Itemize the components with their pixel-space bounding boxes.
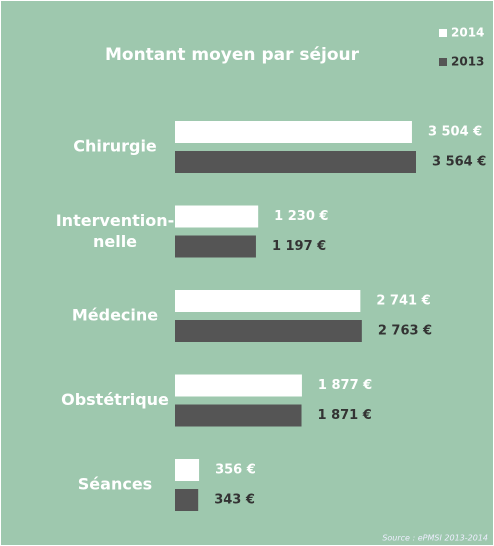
bar: [175, 374, 302, 397]
legend-swatch: [439, 58, 447, 66]
value-label: 3 504 €: [428, 125, 482, 140]
bar: [175, 121, 412, 143]
bar: [175, 205, 259, 228]
value-label: 3 564 €: [432, 155, 486, 170]
category-label: Obstétrique: [61, 390, 169, 409]
bar: [175, 320, 362, 342]
category-label: Chirurgie: [73, 137, 157, 156]
value-label: 1 877 €: [318, 378, 372, 393]
bar: [175, 459, 200, 481]
value-label: 1 230 €: [274, 209, 328, 224]
legend-swatch: [439, 29, 447, 37]
value-label: 343 €: [214, 493, 255, 508]
value-label: 356 €: [215, 463, 256, 478]
source: Source : ePMSI 2013-2014: [382, 534, 488, 543]
bar: [175, 404, 302, 427]
value-label: 2 741 €: [376, 294, 430, 309]
category-label: Médecine: [72, 306, 158, 325]
category-label: Intervention-nelle: [56, 211, 175, 251]
category-label: Séances: [78, 475, 152, 494]
legend-label: 2013: [451, 55, 484, 69]
legend-label: 2014: [451, 26, 484, 40]
bar: [175, 235, 256, 258]
value-label: 1 197 €: [272, 239, 326, 254]
bar: [175, 290, 361, 312]
bar: [175, 489, 199, 511]
chart-title: Montant moyen par séjour: [105, 45, 360, 65]
bar: [175, 151, 416, 173]
value-label: 2 763 €: [378, 324, 432, 339]
value-label: 1 871 €: [318, 408, 372, 423]
